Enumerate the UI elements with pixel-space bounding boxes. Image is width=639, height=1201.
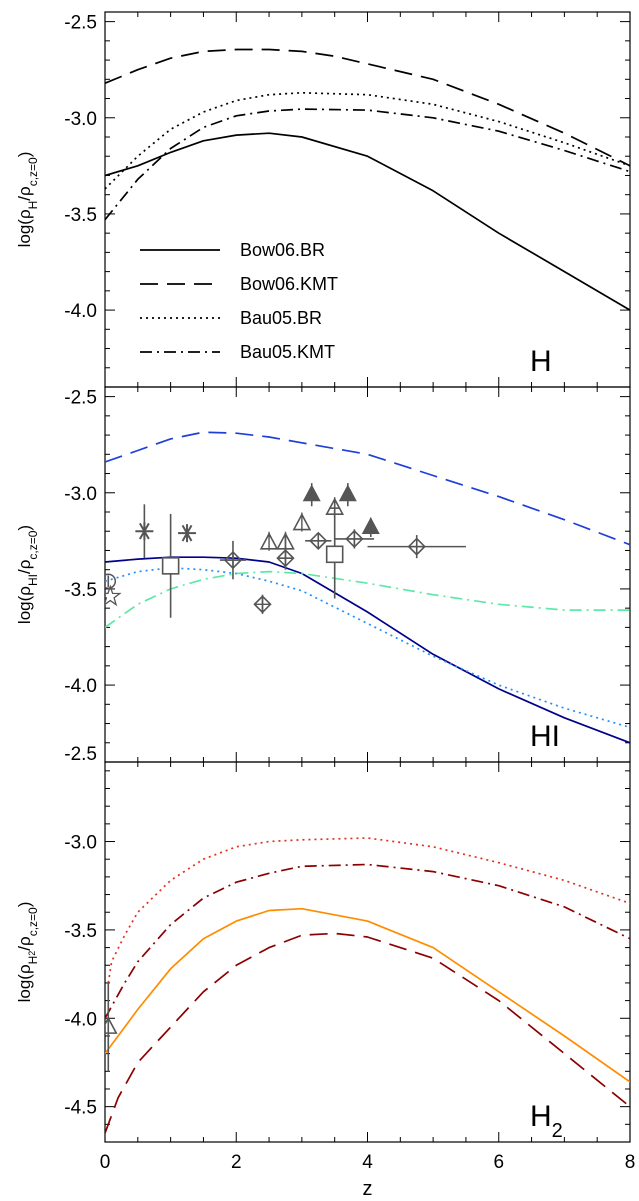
observation-point — [302, 483, 321, 507]
series-line-h2-3 — [105, 932, 630, 1134]
legend-label: Bau05.BR — [240, 308, 322, 328]
y-axis-label: log(ρH2/ρc,z=0) — [15, 902, 40, 1003]
legend-label: Bau05.KMT — [240, 342, 335, 362]
observation-point — [334, 529, 375, 549]
marker-triangle — [105, 1016, 118, 1034]
x-axis-label: z — [363, 1178, 373, 1200]
x-tick-label: 6 — [493, 1152, 504, 1173]
y-tick-label: -2.5 — [64, 388, 97, 409]
y-tick-label: -3.5 — [64, 205, 97, 226]
y-axis-label: log(ρHI/ρc,z=0) — [15, 525, 40, 624]
panel-h2: -2.5 -3.0 -3.5 -4.0 -4.5 log(ρH2/ρc,z=0) H2 — [15, 744, 631, 1143]
y-tick-label: -2.5 — [64, 744, 97, 765]
x-tick-label: 2 — [231, 1152, 242, 1173]
panels: -2.5-3.0-3.5-4.0log(ρH/ρc,z=0)Bow06.BRBo… — [15, 11, 631, 1143]
observation-point — [219, 540, 247, 580]
panel-frame — [104, 386, 631, 763]
observation-point — [361, 517, 380, 537]
marker-triangle-filled — [361, 517, 380, 534]
observation-point — [105, 584, 122, 607]
y-tick-label: -4.0 — [64, 676, 97, 697]
series-line-h2-0 — [105, 907, 630, 1083]
panel-h: -2.5-3.0-3.5-4.0log(ρH/ρc,z=0)Bow06.BRBo… — [15, 11, 631, 388]
series-line-h2-2 — [105, 863, 630, 1019]
marker-triangle-filled — [338, 484, 357, 502]
observation-point — [105, 573, 117, 589]
y-tick-label: -2.5 — [64, 13, 97, 34]
y-axis-label: log(ρH/ρc,z=0) — [15, 152, 40, 248]
observation-point — [161, 513, 180, 618]
observation-point — [135, 504, 154, 559]
observation-point — [253, 594, 272, 614]
panel-hi: -2.5 -3.0 -3.5 -4.0 log(ρHI/ρc,z=0) HI — [15, 386, 631, 763]
series-line-hi-3 — [105, 570, 630, 629]
y-tick-label: -4.0 — [64, 1009, 97, 1030]
observation-point — [178, 524, 197, 543]
y-tick-label: -3.5 — [64, 921, 97, 942]
series-line-h2-1 — [107, 837, 630, 984]
series-line-bau05-br — [105, 91, 630, 190]
y-tick-label: -4.5 — [64, 1098, 97, 1119]
observation-point — [292, 512, 312, 532]
legend-label: Bow06.KMT — [240, 274, 338, 294]
series-line-hi-2 — [105, 566, 630, 729]
observation-point — [338, 483, 357, 507]
x-tick-label: 8 — [625, 1152, 636, 1173]
x-tick-label: 0 — [100, 1152, 111, 1173]
panel-frame — [104, 11, 631, 388]
marker-square — [161, 557, 180, 575]
y-tick-label: -3.0 — [64, 109, 97, 130]
panel-label: HI — [530, 720, 560, 753]
x-axis: 0 2 4 6 8 z — [100, 1152, 636, 1200]
legend-label: Bow06.BR — [240, 240, 325, 260]
panel-label: H2 — [530, 1100, 563, 1142]
plot-area — [105, 837, 630, 1134]
marker-star — [105, 584, 122, 607]
plot-area — [105, 431, 630, 744]
x-tick-label: 4 — [362, 1152, 373, 1173]
y-tick-label: -3.0 — [64, 484, 97, 505]
observation-point — [105, 982, 118, 1072]
panel-frame — [104, 761, 631, 1143]
marker-triangle-filled — [302, 484, 321, 502]
series-line-bau05-kmt — [105, 108, 630, 221]
series-line-bow06-kmt — [105, 48, 630, 167]
series-line-bow06-br — [105, 132, 630, 311]
observation-point — [259, 531, 279, 551]
observation-point — [325, 510, 344, 599]
y-tick-label: -3.0 — [64, 833, 97, 854]
y-tick-label: -3.5 — [64, 580, 97, 601]
legend: Bow06.BR Bow06.KMT Bau05.BR Bau05.KMT — [140, 240, 338, 362]
series-line-hi-1 — [105, 431, 630, 546]
plot-area — [105, 48, 630, 311]
observation-point — [367, 535, 466, 559]
observation-point — [276, 546, 295, 570]
panel-label: H — [530, 345, 552, 378]
y-tick-label: -4.0 — [64, 301, 97, 322]
marker-circle — [105, 573, 117, 589]
observation-point — [305, 531, 332, 550]
marker-square — [325, 545, 344, 564]
